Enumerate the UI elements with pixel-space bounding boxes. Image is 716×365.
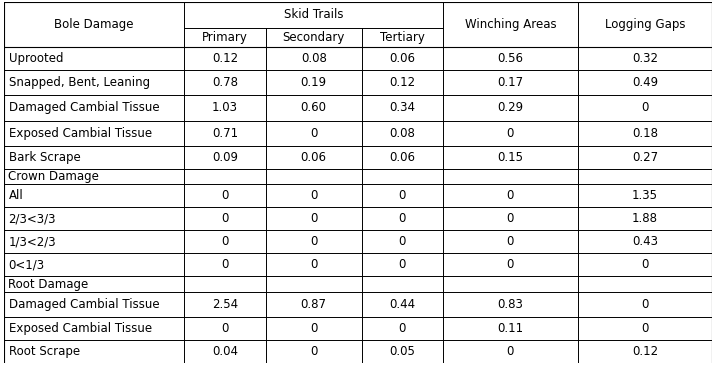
Text: Snapped, Bent, Leaning: Snapped, Bent, Leaning — [9, 76, 150, 89]
Text: Damaged Cambial Tissue: Damaged Cambial Tissue — [9, 101, 159, 115]
Text: 0.15: 0.15 — [498, 151, 523, 164]
Text: 2.54: 2.54 — [212, 298, 238, 311]
Text: 0.08: 0.08 — [301, 52, 326, 65]
Text: Secondary: Secondary — [283, 31, 345, 44]
Text: Crown Damage: Crown Damage — [8, 170, 99, 183]
Text: 0.09: 0.09 — [212, 151, 238, 164]
Text: 0.12: 0.12 — [632, 345, 658, 358]
Text: 0.44: 0.44 — [390, 298, 415, 311]
Text: 1.35: 1.35 — [632, 189, 658, 202]
Text: 0.06: 0.06 — [390, 52, 415, 65]
Text: 0: 0 — [642, 101, 649, 115]
Text: 1.88: 1.88 — [632, 212, 658, 225]
Text: 0.11: 0.11 — [498, 322, 523, 335]
Text: 0.87: 0.87 — [301, 298, 326, 311]
Text: Uprooted: Uprooted — [9, 52, 63, 65]
Text: 0: 0 — [507, 127, 514, 140]
Text: 0: 0 — [507, 212, 514, 225]
Text: Winching Areas: Winching Areas — [465, 18, 556, 31]
Text: 0: 0 — [310, 189, 317, 202]
Text: Primary: Primary — [202, 31, 248, 44]
Text: 0: 0 — [399, 189, 406, 202]
Text: Exposed Cambial Tissue: Exposed Cambial Tissue — [9, 322, 152, 335]
Text: 0.08: 0.08 — [390, 127, 415, 140]
Text: 0.12: 0.12 — [390, 76, 415, 89]
Text: 0.04: 0.04 — [212, 345, 238, 358]
Text: 0: 0 — [399, 235, 406, 248]
Text: 0: 0 — [642, 258, 649, 271]
Text: 0: 0 — [310, 127, 317, 140]
Text: 0: 0 — [507, 235, 514, 248]
Text: 0: 0 — [310, 258, 317, 271]
Text: 0.12: 0.12 — [212, 52, 238, 65]
Text: 0.19: 0.19 — [301, 76, 326, 89]
Text: Bole Damage: Bole Damage — [54, 18, 134, 31]
Text: Exposed Cambial Tissue: Exposed Cambial Tissue — [9, 127, 152, 140]
Text: 0.29: 0.29 — [498, 101, 523, 115]
Text: 0: 0 — [642, 298, 649, 311]
Text: 0.27: 0.27 — [632, 151, 658, 164]
Text: 0.56: 0.56 — [498, 52, 523, 65]
Text: 1/3<2/3: 1/3<2/3 — [9, 235, 56, 248]
Text: 0.17: 0.17 — [498, 76, 523, 89]
Text: 0: 0 — [642, 322, 649, 335]
Text: Skid Trails: Skid Trails — [284, 8, 344, 21]
Text: Damaged Cambial Tissue: Damaged Cambial Tissue — [9, 298, 159, 311]
Text: 1.03: 1.03 — [212, 101, 238, 115]
Text: 0.83: 0.83 — [498, 298, 523, 311]
Text: 0.60: 0.60 — [301, 101, 326, 115]
Text: 0.43: 0.43 — [632, 235, 658, 248]
Text: 0: 0 — [399, 322, 406, 335]
Text: 0: 0 — [221, 189, 229, 202]
Text: 0.71: 0.71 — [212, 127, 238, 140]
Text: 0.06: 0.06 — [301, 151, 326, 164]
Text: All: All — [9, 189, 24, 202]
Text: Tertiary: Tertiary — [380, 31, 425, 44]
Text: 0: 0 — [399, 258, 406, 271]
Text: 0<1/3: 0<1/3 — [9, 258, 44, 271]
Text: 0: 0 — [221, 235, 229, 248]
Text: Root Scrape: Root Scrape — [9, 345, 79, 358]
Text: 0.78: 0.78 — [212, 76, 238, 89]
Text: 0: 0 — [399, 212, 406, 225]
Text: 0: 0 — [221, 258, 229, 271]
Text: 2/3<3/3: 2/3<3/3 — [9, 212, 56, 225]
Text: 0: 0 — [310, 212, 317, 225]
Text: 0.18: 0.18 — [632, 127, 658, 140]
Text: 0: 0 — [221, 322, 229, 335]
Text: 0: 0 — [221, 212, 229, 225]
Text: 0.49: 0.49 — [632, 76, 658, 89]
Text: 0: 0 — [507, 345, 514, 358]
Text: 0: 0 — [310, 235, 317, 248]
Text: Root Damage: Root Damage — [8, 278, 88, 291]
Text: Logging Gaps: Logging Gaps — [605, 18, 685, 31]
Text: 0: 0 — [310, 322, 317, 335]
Text: 0: 0 — [310, 345, 317, 358]
Text: 0.05: 0.05 — [390, 345, 415, 358]
Text: 0.32: 0.32 — [632, 52, 658, 65]
Text: 0.06: 0.06 — [390, 151, 415, 164]
Text: 0: 0 — [507, 189, 514, 202]
Text: 0.34: 0.34 — [390, 101, 415, 115]
Text: 0: 0 — [507, 258, 514, 271]
Text: Bark Scrape: Bark Scrape — [9, 151, 80, 164]
